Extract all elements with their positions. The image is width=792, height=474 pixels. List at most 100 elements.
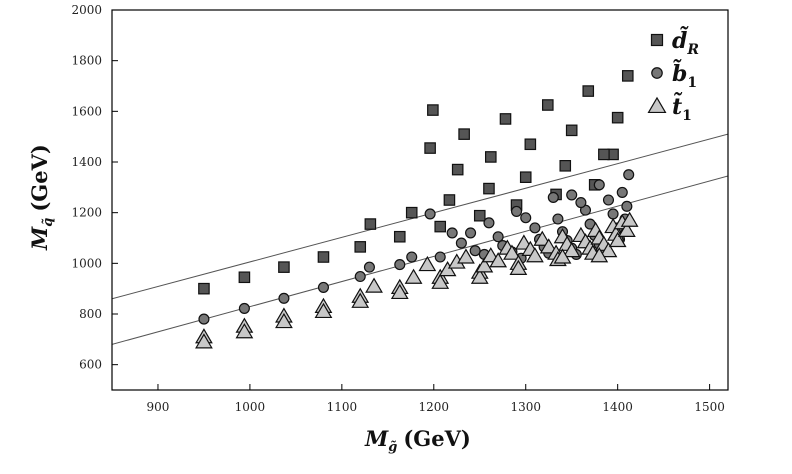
- data-point-triangle: [365, 277, 383, 293]
- data-point-triangle: [470, 268, 489, 284]
- data-point-circle: [510, 205, 523, 217]
- legend-marker-square: [650, 33, 664, 47]
- y-axis-title: Mq̃(GeV): [27, 144, 56, 251]
- data-point-circle: [424, 208, 436, 220]
- data-point-square: [473, 209, 486, 222]
- y-tick-label: 1000: [71, 256, 102, 270]
- legend-marker-circle: [651, 67, 663, 79]
- x-tick-label: 1300: [510, 400, 541, 414]
- data-point-circle: [621, 200, 633, 212]
- data-point-square: [278, 261, 290, 273]
- legend-label-square: d̃R: [672, 27, 699, 58]
- x-axis-title: Mg̃ (GeV): [364, 426, 471, 455]
- data-point-circle: [547, 191, 559, 204]
- reference-lines: [112, 133, 728, 345]
- data-points: [195, 70, 639, 349]
- data-point-circle: [552, 213, 564, 225]
- x-tick-label: 1200: [419, 400, 450, 414]
- data-point-square: [483, 182, 495, 195]
- data-point-circle: [465, 227, 477, 239]
- data-point-triangle: [438, 261, 457, 277]
- y-tick-label: 800: [79, 307, 102, 321]
- data-point-square: [524, 138, 537, 151]
- data-point-triangle: [590, 247, 609, 263]
- data-point-square: [364, 218, 377, 230]
- data-point-triangle: [351, 292, 370, 308]
- data-point-circle: [455, 237, 467, 249]
- data-point-circle: [238, 302, 250, 314]
- data-point-circle: [529, 222, 541, 234]
- data-point-circle: [575, 196, 587, 209]
- data-point-square: [621, 70, 634, 82]
- y-tick-label: 600: [79, 358, 102, 372]
- data-point-square: [458, 128, 470, 140]
- data-point-square: [317, 251, 330, 263]
- data-point-triangle: [617, 221, 636, 237]
- data-point-circle: [198, 313, 210, 325]
- data-point-circle: [566, 189, 578, 201]
- data-point-triangle: [404, 268, 423, 284]
- data-point-circle: [469, 245, 481, 257]
- data-point-circle: [354, 270, 366, 283]
- data-point-square: [443, 194, 456, 206]
- data-point-circle: [520, 212, 532, 224]
- data-point-triangle: [620, 211, 639, 227]
- data-point-circle: [593, 179, 605, 191]
- data-point-triangle: [533, 230, 552, 246]
- data-point-circle: [446, 227, 458, 239]
- data-point-triangle: [562, 242, 581, 258]
- data-point-square: [424, 142, 436, 154]
- data-point-circle: [623, 169, 635, 181]
- axis-ticks: 900 1000 1100 1200 1300 1400 1500 600 800 1000 120…: [71, 3, 724, 414]
- data-point-triangle: [418, 255, 437, 272]
- data-point-triangle: [235, 323, 254, 339]
- data-point-square: [354, 241, 367, 253]
- data-point-square: [451, 163, 464, 176]
- data-point-circle: [616, 186, 628, 198]
- y-tick-label: 1200: [71, 206, 102, 220]
- legend-label-circle: b̃1: [672, 60, 697, 91]
- data-point-circle: [434, 251, 446, 263]
- data-point-square: [519, 171, 532, 183]
- data-point-triangle: [553, 248, 572, 264]
- data-point-triangle: [503, 244, 521, 260]
- data-point-triangle: [390, 283, 409, 300]
- series-square: [198, 70, 634, 295]
- x-tick-label: 1100: [327, 400, 358, 414]
- data-point-square: [598, 148, 610, 161]
- data-point-triangle: [489, 252, 508, 268]
- data-point-triangle: [275, 312, 293, 329]
- x-tick-label: 1000: [235, 400, 266, 414]
- data-point-circle: [492, 231, 504, 243]
- data-point-square: [427, 104, 439, 116]
- y-tick-label: 1400: [71, 155, 102, 169]
- y-tick-label: 2000: [71, 3, 102, 17]
- legend-label-triangle: t̃1: [672, 93, 692, 124]
- series-triangle: [195, 211, 639, 349]
- data-point-square: [559, 160, 572, 172]
- data-point-triangle: [475, 257, 494, 273]
- x-tick-label: 1400: [602, 400, 633, 414]
- upper-line: [112, 133, 728, 300]
- data-point-triangle: [539, 238, 558, 254]
- data-point-square: [611, 111, 624, 124]
- data-point-circle: [317, 281, 330, 293]
- data-point-triangle: [457, 248, 475, 264]
- data-point-square: [565, 124, 578, 137]
- data-point-square: [484, 151, 497, 163]
- x-tick-label: 900: [147, 400, 170, 414]
- data-point-triangle: [599, 242, 618, 258]
- data-point-square: [434, 220, 447, 233]
- data-point-circle: [278, 292, 290, 304]
- plot-frame: [111, 9, 729, 391]
- data-point-triangle: [195, 333, 213, 349]
- y-tick-label: 1800: [71, 54, 102, 68]
- data-point-square: [499, 113, 512, 125]
- data-point-triangle: [608, 231, 627, 248]
- data-point-circle: [394, 259, 406, 271]
- data-point-triangle: [526, 247, 544, 263]
- data-point-square: [238, 271, 251, 284]
- data-point-square: [393, 230, 406, 243]
- data-point-square: [541, 99, 554, 111]
